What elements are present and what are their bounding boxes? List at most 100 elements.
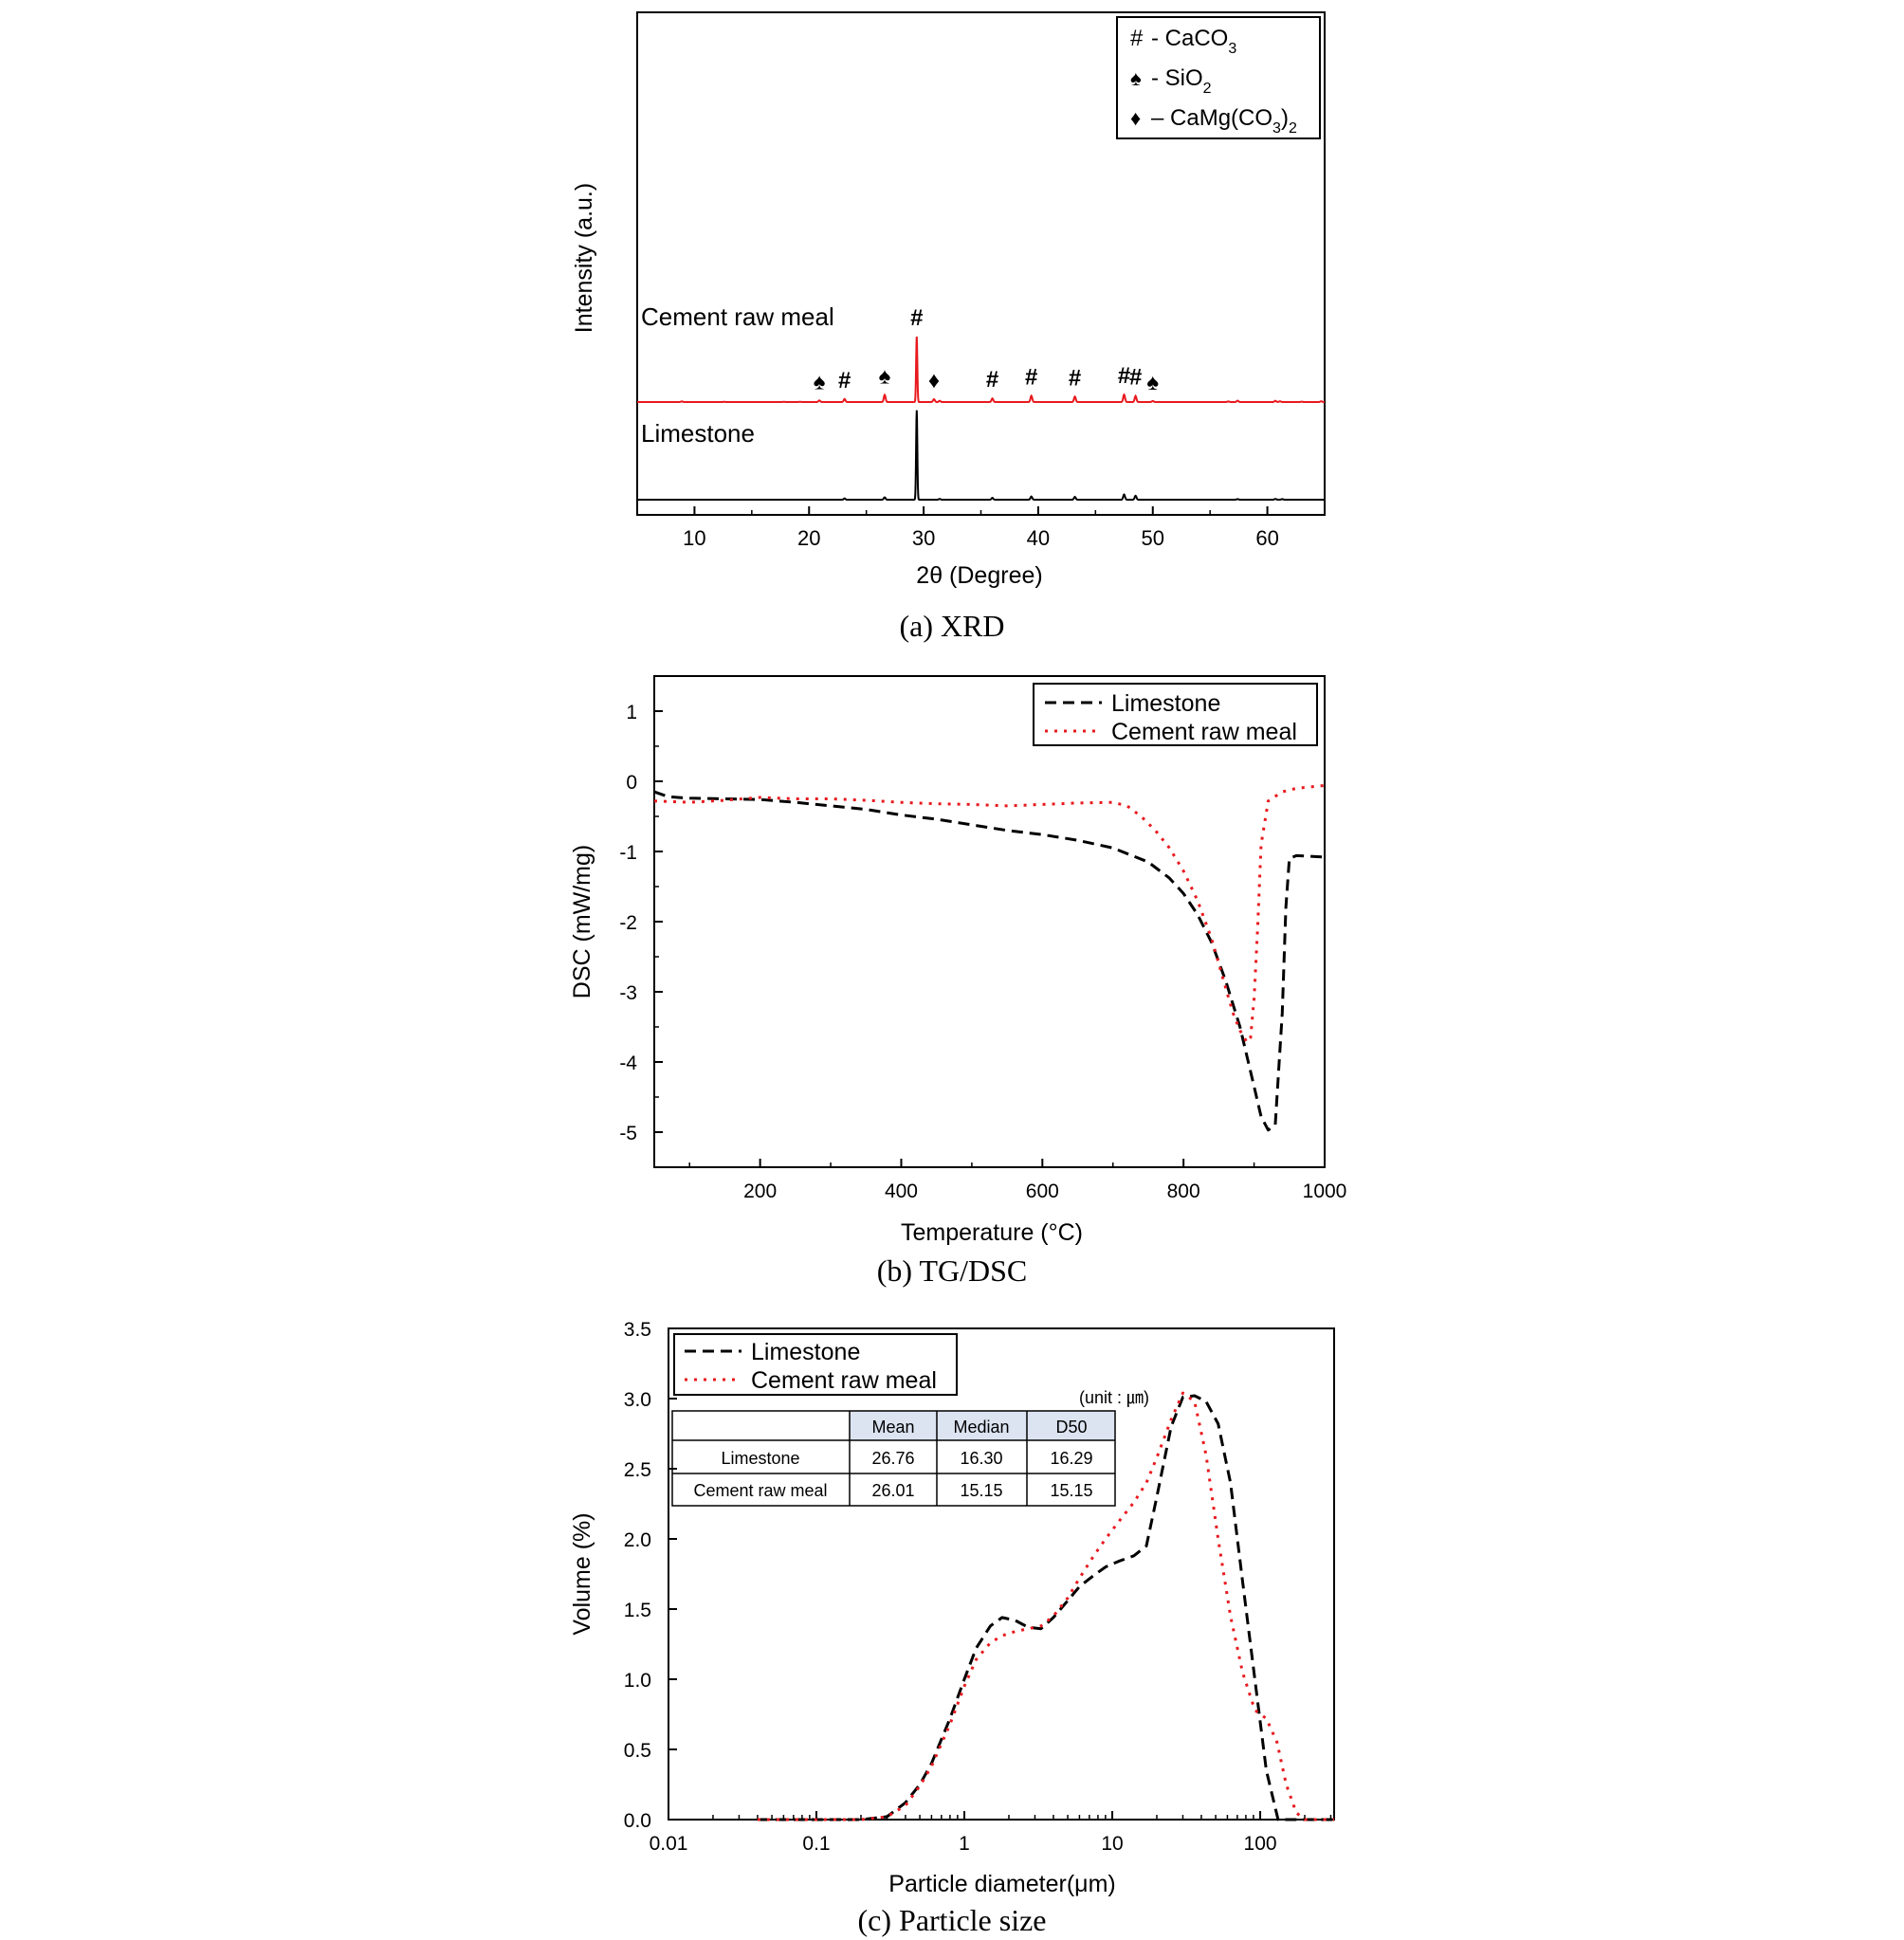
table-cell: 26.01 (871, 1481, 914, 1500)
caption-b: (b) TG/DSC (876, 1254, 1028, 1288)
dsc-y-tick-label: -1 (619, 842, 637, 864)
table-border (671, 1410, 1116, 1507)
series-label-cement: Cement raw meal (641, 302, 834, 331)
dsc-legend: Limestone Cement raw meal (1033, 683, 1318, 746)
legend-symbol-caco3: # (1130, 26, 1144, 51)
dsc-y-tick-label: 1 (626, 702, 637, 723)
xrd-peak-label: # (1025, 364, 1037, 390)
table-cell: 15.15 (1050, 1481, 1092, 1500)
xrd-peak-label: ♠ (1146, 370, 1159, 395)
psd-x-tick-label: 100 (1244, 1833, 1277, 1855)
xrd-x-tick-label: 50 (1142, 526, 1164, 550)
xrd-series-group (637, 337, 1325, 501)
dsc-x-tick-label: 200 (743, 1180, 777, 1202)
psd-y-tick-label: 1.0 (624, 1670, 651, 1692)
psd-y-tick-label: 2.0 (624, 1529, 651, 1551)
psd-y-tick-label: 0.5 (624, 1740, 651, 1762)
dsc-series-limestone (653, 790, 1326, 1132)
psd-legend-cement: Cement raw meal (751, 1367, 937, 1394)
psd-y-tick-label: 0.0 (624, 1810, 651, 1832)
xrd-peak-label: # (1118, 363, 1130, 389)
table-cell: 16.29 (1050, 1449, 1092, 1468)
legend-symbol-camgco3: ♦ (1130, 106, 1141, 130)
psd-x-tick-label: 0.01 (650, 1833, 688, 1855)
dsc-series-group (653, 783, 1326, 1132)
table-cell: 16.30 (960, 1449, 1002, 1468)
table-cell: 26.76 (871, 1449, 914, 1468)
xrd-chart: 10 20 30 40 50 60 #♠ # ♠ ♦ # # # ## ♠ 2θ (Degree) Int… (571, 11, 1326, 589)
psd-x-tick-label: 10 (1101, 1833, 1123, 1855)
xrd-peak-label: # (838, 368, 851, 393)
table-unit-note: (unit : ㎛) (1079, 1388, 1149, 1408)
dsc-legend-limestone: Limestone (1111, 690, 1220, 717)
xrd-peak-label: # (1129, 365, 1142, 391)
psd-series-group (757, 1391, 1334, 1821)
psd-summary-table: (unit : ㎛) Mean Median D50 Limestone 26.… (671, 1388, 1149, 1507)
psd-chart: 0.01 0.1 1 10 100 0.0 0.5 1.0 1.5 2.0 2.5 3.0 3.5 Pa… (569, 1319, 1335, 1897)
xrd-legend: # - CaCO3 ♠ - SiO2 ♦ – CaMg(CO3)2 (1116, 16, 1321, 139)
table-header-mean: Mean (871, 1418, 914, 1437)
psd-y-tick-label: 1.5 (624, 1600, 651, 1621)
xrd-peak-label: ♠ (814, 369, 826, 394)
dsc-y-tick-label: -5 (619, 1123, 637, 1144)
xrd-x-tick-label: 60 (1255, 526, 1278, 550)
table-header-median: Median (953, 1418, 1009, 1437)
xrd-peak-label: ♦ (928, 368, 940, 393)
legend-camgco3: – CaMg(CO3)2 (1151, 105, 1297, 137)
psd-x-tick-label: 0.1 (802, 1833, 830, 1855)
xrd-x-tick-label: 20 (797, 526, 820, 550)
dsc-chart: 200 400 600 800 1000 1 0 -1 -2 -3 -4 -5 Temperature… (569, 675, 1347, 1246)
psd-series-cement-raw-meal (757, 1391, 1334, 1821)
legend-symbol-sio2: ♠ (1130, 66, 1142, 90)
table-cell: 15.15 (960, 1481, 1002, 1500)
psd-y-tick-label: 3.0 (624, 1389, 651, 1411)
psd-plot-frame (668, 1327, 1335, 1821)
psd-x-label: Particle diameter(μm) (888, 1871, 1115, 1897)
xrd-x-ticks: 10 20 30 40 50 60 (636, 506, 1326, 550)
dsc-x-label: Temperature (°C) (901, 1219, 1083, 1246)
psd-legend: Limestone Cement raw meal (673, 1333, 958, 1396)
psd-series-limestone (757, 1394, 1334, 1821)
dsc-ticks: 200 400 600 800 1000 1 0 -1 -2 -3 -4 -5 (619, 675, 1347, 1202)
xrd-y-label: Intensity (a.u.) (571, 183, 597, 333)
dsc-y-label: DSC (mW/mg) (569, 845, 595, 998)
psd-y-tick-label: 3.5 (624, 1319, 651, 1341)
xrd-legend-box (1116, 16, 1321, 139)
psd-y-label: Volume (%) (569, 1512, 595, 1635)
dsc-y-tick-label: 0 (626, 772, 637, 794)
table-header-bg (850, 1411, 1115, 1440)
psd-legend-limestone: Limestone (751, 1339, 860, 1365)
dsc-x-tick-label: 400 (885, 1180, 918, 1202)
dsc-x-tick-label: 800 (1167, 1180, 1200, 1202)
psd-y-tick-label: 2.5 (624, 1459, 651, 1481)
dsc-x-tick-label: 600 (1026, 1180, 1059, 1202)
dsc-x-tick-label: 1000 (1303, 1180, 1347, 1202)
caption-a: (a) XRD (899, 609, 1005, 643)
dsc-legend-cement: Cement raw meal (1111, 719, 1297, 745)
table-header-d50: D50 (1055, 1418, 1087, 1437)
xrd-x-label: 2θ (Degree) (916, 562, 1042, 589)
dsc-y-tick-label: -2 (619, 912, 637, 934)
xrd-peak-label: # (1069, 365, 1081, 391)
dsc-series-cement-raw-meal (653, 783, 1326, 1044)
xrd-x-tick-label: 40 (1027, 526, 1050, 550)
xrd-peak-label: # (986, 367, 998, 393)
psd-x-tick-label: 1 (959, 1833, 970, 1855)
dsc-legend-box (1033, 683, 1318, 746)
xrd-peak-annotations: #♠ # ♠ ♦ # # # ## ♠ (814, 305, 1160, 395)
xrd-peak-label: # (910, 305, 923, 331)
legend-sio2: - SiO2 (1151, 65, 1212, 97)
table-row-label: Limestone (721, 1449, 799, 1468)
xrd-series-cement-raw-meal (637, 337, 1325, 403)
dsc-y-tick-label: -3 (619, 982, 637, 1004)
dsc-plot-frame (653, 675, 1326, 1168)
xrd-x-tick-label: 10 (683, 526, 705, 550)
xrd-series-limestone (637, 410, 1325, 501)
xrd-x-tick-label: 30 (912, 526, 935, 550)
legend-caco3: - CaCO3 (1151, 26, 1236, 57)
psd-legend-box (673, 1333, 958, 1396)
xrd-peak-label: ♠ (879, 363, 891, 389)
psd-ticks: 0.01 0.1 1 10 100 0.0 0.5 1.0 1.5 2.0 2.5 3.0 3.5 (624, 1319, 1332, 1855)
series-label-limestone: Limestone (641, 419, 755, 448)
